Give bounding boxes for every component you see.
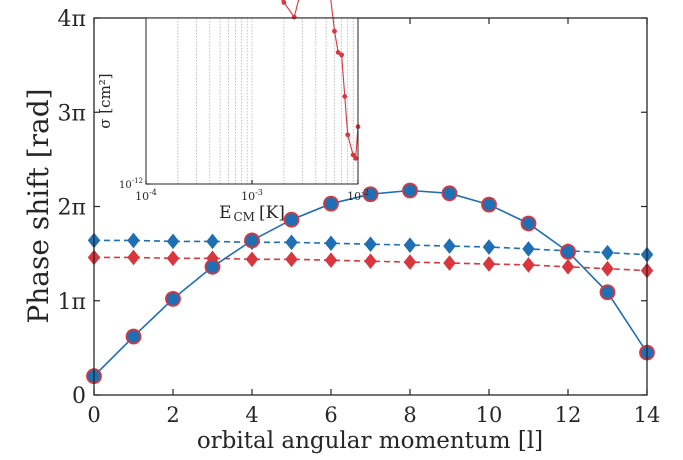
inset-data-point [353,155,359,161]
main-data-point [206,233,219,250]
main-data-point [443,238,456,254]
main-series-line [94,239,648,256]
main-data-point [285,251,298,268]
inset-chart: 10-410-310-210-1310-12 ECM[K] σ [cm²] [96,0,369,224]
inset-x-tick-exponent: -2 [361,188,369,197]
main-data-point [364,253,377,269]
main-data-point [125,328,142,345]
main-data-point [561,259,575,275]
main-data-point [441,185,458,202]
main-x-tick-label: 4 [245,403,258,427]
main-data-point [324,252,338,269]
inset-x-tick-label: 10-2 [347,188,369,203]
main-y-axis-label: Phase shift [rad] [22,88,55,323]
main-data-point [127,249,140,266]
main-x-tick-label: 14 [634,403,661,427]
main-data-point [403,237,417,253]
main-data-point [166,250,180,267]
main-series-layer [86,182,655,385]
main-data-point [362,186,379,203]
inset-x-tick-base: 10 [135,190,149,203]
main-data-point [601,244,614,261]
main-y-tick-label: 1π [58,290,86,315]
main-data-point [323,195,339,212]
inset-x-tick-exponent: -4 [149,188,157,197]
main-y-tick-label: 3π [58,101,86,126]
inset-x-tick-base: 10 [347,190,361,203]
main-series-line [94,256,648,272]
main-data-point [522,241,535,257]
inset-x-tick-label: 10-3 [241,188,263,203]
main-data-point [520,215,537,232]
main-x-tick-label: 12 [555,403,582,427]
inset-data-point [345,132,351,138]
main-x-tick-label: 8 [403,403,416,427]
main-data-point [403,254,417,270]
main-data-point [324,235,338,252]
main-data-point [285,234,298,251]
main-data-point [482,256,496,272]
main-x-tick-label: 2 [166,403,179,427]
inset-x-tick-exponent: -3 [255,188,263,197]
inset-data-point [281,0,287,5]
main-data-point [522,257,535,273]
main-data-point [364,236,377,253]
inset-data-point [335,49,341,55]
main-x-tick-label: 10 [476,403,503,427]
main-data-point [482,239,496,255]
inset-ticks: 10-410-310-210-1310-12 [119,177,369,203]
main-data-point [127,232,140,249]
main-data-point [443,255,456,271]
inset-y-axis-label: σ [cm²] [96,73,114,128]
inset-x-label-subscript: CM [233,210,254,224]
main-y-tick-label: 2π [58,196,86,221]
inset-x-label-unit: [K] [259,203,285,223]
inset-series-line [280,0,359,160]
main-y-tick-label: 4π [58,7,86,32]
inset-data-point [342,94,348,99]
inset-data-point [291,14,297,20]
inset-x-label-main: E [219,203,231,223]
main-data-point [599,284,616,301]
inset-data-point [339,52,344,58]
inset-y-tick-base: 10 [119,180,132,191]
main-data-point [204,258,221,275]
main-x-tick-label: 0 [87,403,100,427]
inset-y-tick-label: 10-12 [119,177,143,191]
main-data-point [244,232,260,249]
inset-x-tick-label: 10-4 [135,188,157,203]
inset-grid [177,18,354,184]
inset-y-tick-exponent: -12 [132,177,143,185]
inset-series-layer [280,0,361,161]
main-data-point [601,260,614,277]
main-y-tick-label: 0 [72,384,86,409]
inset-data-point [332,28,337,34]
main-data-point [283,211,300,228]
main-data-point [166,233,180,250]
main-data-point [560,243,576,260]
inset-x-tick-base: 10 [241,190,255,203]
main-data-point [481,196,497,213]
main-x-tick-label: 6 [324,403,337,427]
inset-data-point [350,152,356,158]
inset-x-axis-label: E CM [K] [219,203,285,224]
main-data-point [245,251,259,268]
main-data-point [165,290,181,307]
main-x-axis-label: orbital angular momentum [l] [197,428,543,454]
main-data-point [402,182,418,199]
